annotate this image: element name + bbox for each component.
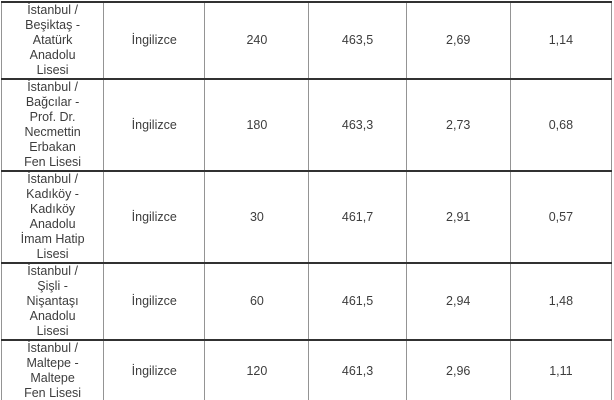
value-cell: 461,3 (308, 339, 407, 400)
value-cell: 2,94 (405, 262, 511, 341)
table-row: İstanbul / Bağcılar - Prof. Dr. Necmetti… (0, 78, 613, 172)
value-cell: 2,96 (405, 339, 511, 400)
value-cell: 463,3 (308, 78, 407, 172)
language-cell: İngilizce (103, 170, 206, 264)
value-cell: 461,7 (308, 170, 407, 264)
value-cell: 60 (204, 262, 310, 341)
table-row: İstanbul / Maltepe - Maltepe Fen Lisesi … (0, 339, 613, 400)
value-cell: 2,69 (405, 1, 511, 80)
value-cell: 120 (204, 339, 310, 400)
language-cell: İngilizce (103, 262, 206, 341)
value-cell: 1,11 (509, 339, 613, 400)
value-cell: 1,48 (509, 262, 613, 341)
value-cell: 0,57 (509, 170, 613, 264)
school-name-cell: İstanbul / Maltepe - Maltepe Fen Lisesi (0, 339, 105, 400)
value-cell: 2,91 (405, 170, 511, 264)
value-cell: 463,5 (308, 1, 407, 80)
table-row: İstanbul / Beşiktaş - Atatürk Anadolu Li… (0, 1, 613, 80)
value-cell: 180 (204, 78, 310, 172)
language-cell: İngilizce (103, 1, 206, 80)
value-cell: 1,14 (509, 1, 613, 80)
school-name-cell: İstanbul / Şişli - Nişantaşı Anadolu Lis… (0, 262, 105, 341)
language-cell: İngilizce (103, 78, 206, 172)
school-name-cell: İstanbul / Beşiktaş - Atatürk Anadolu Li… (0, 1, 105, 80)
school-name-cell: İstanbul / Bağcılar - Prof. Dr. Necmetti… (0, 78, 105, 172)
value-cell: 461,5 (308, 262, 407, 341)
value-cell: 2,73 (405, 78, 511, 172)
table-row: İstanbul / Şişli - Nişantaşı Anadolu Lis… (0, 262, 613, 341)
value-cell: 0,68 (509, 78, 613, 172)
table-row: İstanbul / Kadıköy - Kadıköy Anadolu İma… (0, 170, 613, 264)
school-name-cell: İstanbul / Kadıköy - Kadıköy Anadolu İma… (0, 170, 105, 264)
language-cell: İngilizce (103, 339, 206, 400)
value-cell: 240 (204, 1, 310, 80)
value-cell: 30 (204, 170, 310, 264)
